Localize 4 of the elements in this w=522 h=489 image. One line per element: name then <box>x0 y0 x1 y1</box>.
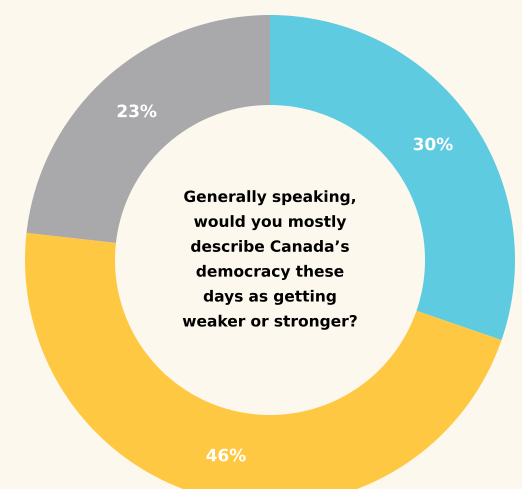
data-label: 23% <box>118 104 156 118</box>
data-label: 46% <box>206 448 246 462</box>
text: Generally speaking, would you mostly describe Canada’s democracy these days as getting weaker or stronger? <box>182 190 357 330</box>
data-label: 30% <box>414 138 453 150</box>
